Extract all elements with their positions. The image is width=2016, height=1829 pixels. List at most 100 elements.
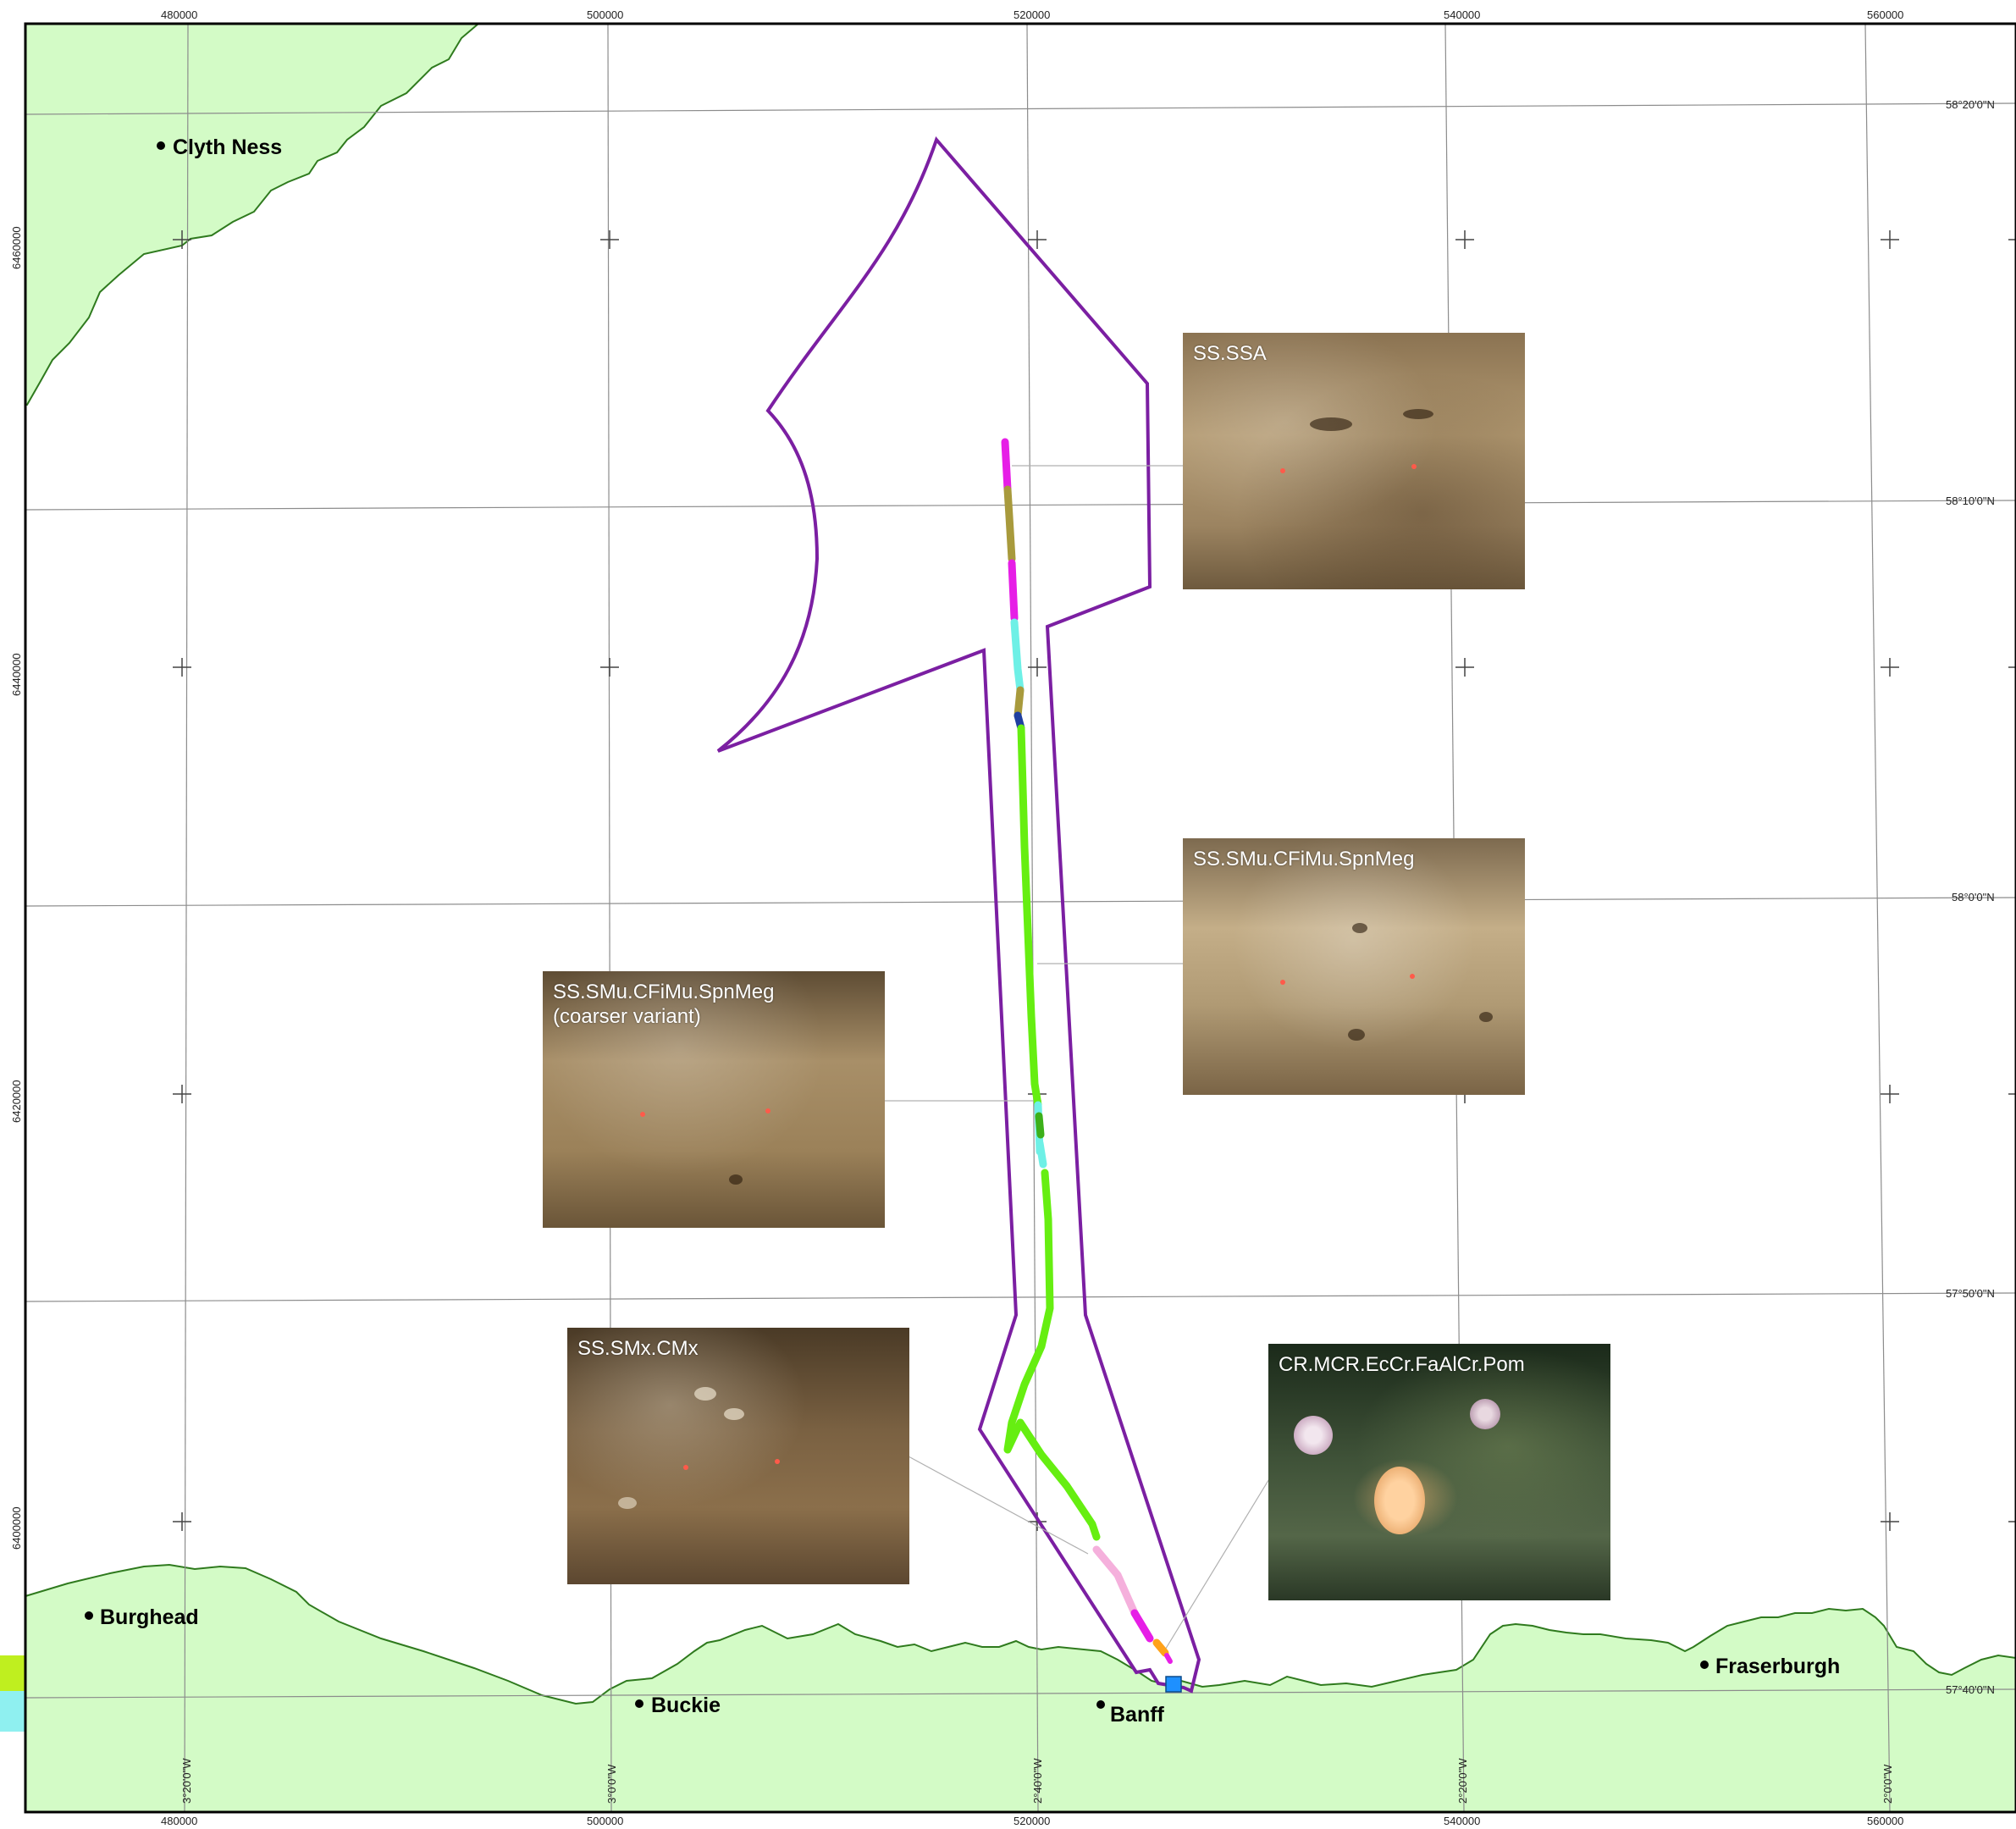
place-label-burghead: Burghead bbox=[100, 1605, 199, 1629]
survey-start-marker bbox=[1165, 1676, 1182, 1693]
land-moray-aberdeenshire bbox=[25, 1563, 2016, 1813]
survey-area-boundary bbox=[716, 136, 1201, 1694]
track-segment-pink bbox=[1092, 1545, 1139, 1617]
grid-cross bbox=[1455, 230, 1474, 249]
survey-track bbox=[1001, 438, 1173, 1664]
shell-shape bbox=[618, 1497, 637, 1509]
dead-mans-fingers-shape bbox=[1374, 1467, 1425, 1534]
lon-2-00: 2°0'0"W bbox=[1881, 1764, 1894, 1804]
easting-top-480000: 480000 bbox=[161, 8, 197, 21]
grid-cross bbox=[1881, 1085, 1899, 1103]
place-label-banff: Banff bbox=[1110, 1703, 1165, 1727]
urchin-shape bbox=[1294, 1416, 1333, 1455]
burrow-shape bbox=[1352, 923, 1367, 933]
northing-6460000: 6460000 bbox=[10, 226, 23, 269]
utm-grid-crosses bbox=[173, 230, 2016, 1531]
grid-cross bbox=[1028, 230, 1047, 249]
easting-top-540000: 540000 bbox=[1444, 8, 1480, 21]
place-label-clyth-ness: Clyth Ness bbox=[173, 135, 282, 159]
lat-58-20: 58°20'0"N bbox=[1946, 98, 1995, 111]
grid-cross bbox=[1881, 230, 1899, 249]
grid-cross bbox=[1881, 658, 1899, 677]
northing-6420000: 6420000 bbox=[10, 1080, 23, 1123]
lon-2-40: 2°40'0"W bbox=[1031, 1758, 1044, 1804]
shell-shape bbox=[724, 1408, 744, 1420]
map-frame bbox=[24, 22, 2016, 1814]
place-labels: Clyth Ness Burghead Buckie Banff Fraserb… bbox=[85, 135, 1840, 1727]
photo-caption-ss-smu-cfimu-spnmeg-coarse: SS.SMu.CFiMu.SpnMeg (coarser variant) bbox=[553, 981, 775, 1028]
track-segment-magenta-north bbox=[1001, 438, 1012, 494]
grid-cross bbox=[1028, 658, 1047, 677]
grid-cross bbox=[600, 658, 619, 677]
place-dot-banff bbox=[1096, 1700, 1105, 1709]
laser-dot bbox=[775, 1459, 780, 1464]
grid-cross bbox=[600, 230, 619, 249]
track-segment-olive-north bbox=[1003, 485, 1016, 563]
grid-cross bbox=[173, 1085, 191, 1103]
easting-bottom-540000: 540000 bbox=[1444, 1815, 1480, 1827]
easting-bottom-500000: 500000 bbox=[587, 1815, 623, 1827]
burrow-shape bbox=[1403, 409, 1433, 419]
easting-bottom-560000: 560000 bbox=[1867, 1815, 1903, 1827]
burrow-shape bbox=[1348, 1029, 1365, 1041]
track-segment-magenta-end bbox=[1164, 1653, 1173, 1664]
track-segment-magenta-mid bbox=[1008, 559, 1019, 622]
lat-58-00: 58°0'0"N bbox=[1952, 891, 1995, 903]
laser-dot bbox=[683, 1465, 688, 1470]
photo-leader-lines bbox=[885, 465, 1271, 1652]
lat-57-40: 57°40'0"N bbox=[1946, 1683, 1995, 1696]
place-dot-fraserburgh bbox=[1700, 1660, 1709, 1669]
laser-dot bbox=[1280, 468, 1285, 473]
laser-dot bbox=[1411, 464, 1417, 469]
easting-top-560000: 560000 bbox=[1867, 8, 1903, 21]
lon-2-20: 2°20'0"W bbox=[1456, 1758, 1469, 1804]
track-segment-olive-south bbox=[1014, 686, 1025, 720]
easting-top-500000: 500000 bbox=[587, 8, 623, 21]
place-label-buckie: Buckie bbox=[651, 1694, 721, 1717]
track-segment-orange bbox=[1152, 1638, 1169, 1657]
lon-3-20: 3°20'0"W bbox=[180, 1758, 193, 1804]
shell-shape bbox=[694, 1387, 716, 1401]
land-caithness bbox=[25, 23, 481, 406]
graticule bbox=[25, 23, 2016, 1813]
northing-6440000: 6440000 bbox=[10, 653, 23, 696]
track-segment-cyan-south bbox=[1036, 1139, 1047, 1169]
easting-top-520000: 520000 bbox=[1014, 8, 1050, 21]
track-segment-cyan-north bbox=[1010, 618, 1025, 694]
grid-cross bbox=[173, 230, 191, 249]
seabed-sand-photo: SS.SSA bbox=[1183, 333, 1525, 589]
laser-dot bbox=[1410, 974, 1415, 979]
photo-caption-ss-smx-cmx: SS.SMx.CMx bbox=[577, 1337, 699, 1360]
burrow-shape bbox=[1310, 417, 1352, 431]
grid-cross bbox=[1455, 658, 1474, 677]
urchin-shape bbox=[1470, 1399, 1500, 1429]
photo-caption-ss-smu-cfimu-spnmeg: SS.SMu.CFiMu.SpnMeg bbox=[1193, 848, 1415, 870]
track-segment-green-main bbox=[1017, 724, 1042, 1109]
place-dot-clyth-ness bbox=[157, 141, 165, 150]
laser-dot bbox=[640, 1112, 645, 1117]
laser-dot bbox=[1280, 980, 1285, 985]
legend-swatch-yellow-green bbox=[0, 1655, 25, 1691]
track-segment-magenta-south bbox=[1130, 1609, 1154, 1643]
northing-6400000: 6400000 bbox=[10, 1506, 23, 1550]
seabed-mud-photo: SS.SMu.CFiMu.SpnMeg bbox=[1183, 838, 1525, 1095]
seabed-mixed-sediment-photo: SS.SMx.CMx bbox=[567, 1328, 909, 1584]
coordinate-tick-labels: 480000 500000 520000 540000 560000 48000… bbox=[10, 8, 1995, 1827]
place-dot-buckie bbox=[635, 1699, 643, 1708]
photo-caption-cr-mcr-eccr-faalcr-pom: CR.MCR.EcCr.FaAlCr.Pom bbox=[1279, 1353, 1525, 1376]
lat-58-10: 58°10'0"N bbox=[1946, 495, 1995, 507]
rocky-reef-photo: CR.MCR.EcCr.FaAlCr.Pom bbox=[1268, 1344, 1610, 1600]
grid-cross bbox=[173, 658, 191, 677]
burrow-shape bbox=[1479, 1012, 1493, 1022]
laser-dot bbox=[765, 1108, 770, 1113]
track-segment-green-south bbox=[1003, 1169, 1101, 1541]
track-segment-green-dark bbox=[1035, 1112, 1045, 1139]
legend-swatch-cyan bbox=[0, 1691, 25, 1732]
grid-cross bbox=[1881, 1512, 1899, 1531]
place-dot-burghead bbox=[85, 1611, 93, 1620]
lat-57-50: 57°50'0"N bbox=[1946, 1287, 1995, 1300]
seabed-coarse-mud-photo: SS.SMu.CFiMu.SpnMeg (coarser variant) bbox=[543, 971, 885, 1228]
burrow-shape bbox=[729, 1174, 743, 1185]
place-label-fraserburgh: Fraserburgh bbox=[1715, 1655, 1840, 1678]
